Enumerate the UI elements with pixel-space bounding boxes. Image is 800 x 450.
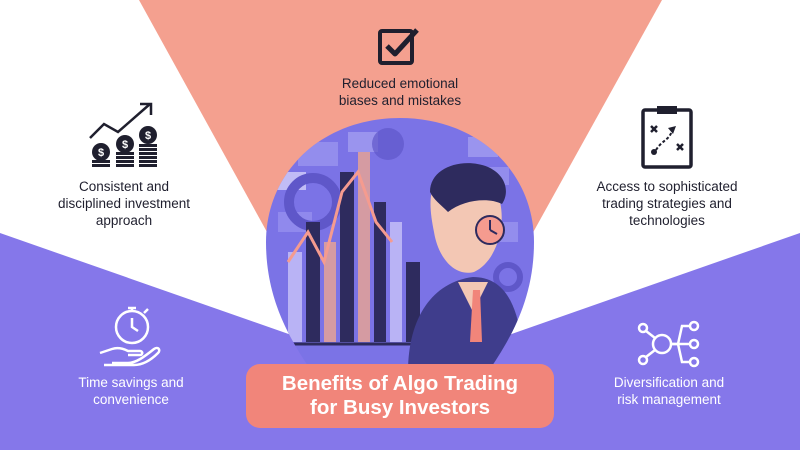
network-nodes-icon [637,320,700,368]
right-lower-band [500,233,800,450]
growth-coins-icon: $ $ $ [89,102,157,167]
benefit-right-upper-label: Access to sophisticated trading strategi… [596,179,738,228]
title-banner: Benefits of Algo Trading for Busy Invest… [246,364,554,428]
benefit-left-upper-label: Consistent and disciplined investment ap… [57,179,191,228]
stopwatch-hand-icon [99,306,161,367]
svg-text:$: $ [145,130,151,142]
title-line-2: for Busy Investors [310,396,490,419]
title-line-1: Benefits of Algo Trading [281,372,519,395]
svg-text:$: $ [98,147,104,159]
benefit-right-lower-label: Diversification and risk management [613,375,725,407]
checkbox-icon [378,28,419,65]
benefit-left-lower-label: Time savings and convenience [78,375,184,407]
svg-text:$: $ [122,139,128,151]
benefit-top-label: Reduced emotional biases and mistakes [338,76,462,108]
stressed-investor-illustration [266,118,534,372]
left-lower-band [0,233,300,450]
strategy-clipboard-icon [641,106,693,169]
